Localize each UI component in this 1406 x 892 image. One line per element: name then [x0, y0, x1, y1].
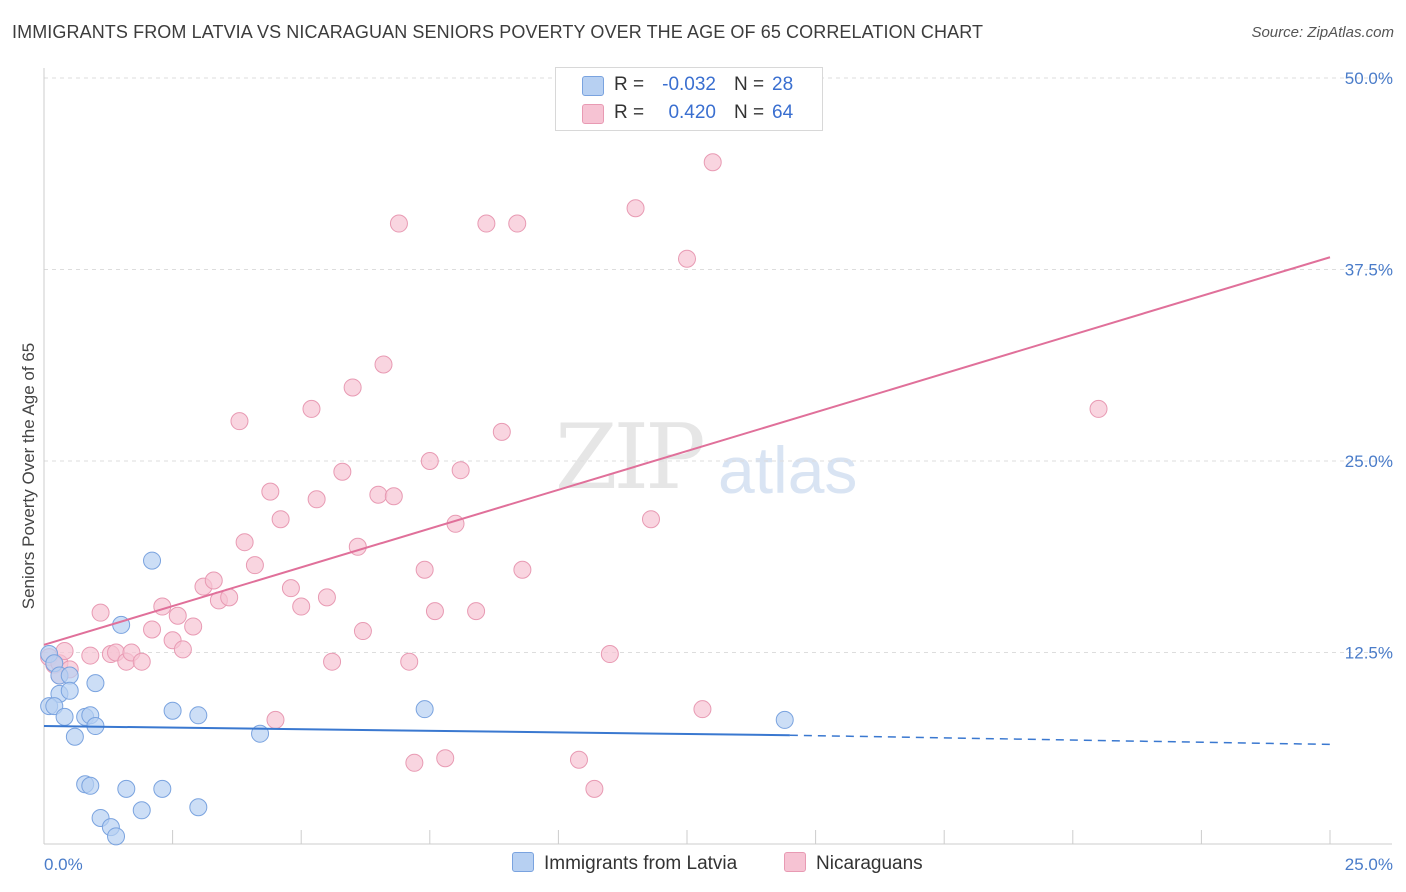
nicaraguan-point: [317, 588, 336, 607]
nicaraguan-point: [302, 399, 321, 418]
nicaraguan-point: [132, 652, 151, 671]
latvia-point: [60, 681, 79, 700]
y-tick-label: 50.0%: [1345, 69, 1393, 88]
nicaraguan-point: [641, 510, 660, 529]
legend-r-label: R =: [614, 74, 645, 95]
series-swatch-nicaraguans: [784, 852, 806, 872]
latvia-point: [132, 801, 151, 820]
legend-swatch-nicaraguans: [582, 104, 604, 124]
nicaraguan-point: [436, 749, 455, 768]
series-label-nicaraguans: Nicaraguans: [816, 853, 923, 874]
y-tick-label: 25.0%: [1345, 452, 1393, 471]
series-swatch-latvia: [512, 852, 534, 872]
nicaraguan-point: [81, 646, 100, 665]
nicaraguan-point: [513, 560, 532, 579]
latvia-point: [775, 710, 794, 729]
latvia-point: [189, 798, 208, 817]
y-axis-label: Seniors Poverty Over the Age of 65: [19, 343, 38, 609]
watermark-atlas: atlas: [718, 433, 858, 507]
nicaraguan-point: [400, 652, 419, 671]
nicaraguan-point: [353, 622, 372, 641]
nicaraguan-point: [569, 750, 588, 769]
latvia-point: [189, 706, 208, 725]
legend-swatch-latvia: [582, 76, 604, 96]
legend-row-nicaraguans: R = 0.420 N = 64: [556, 100, 822, 128]
latvia-trend-line: [43, 725, 790, 737]
nicaraguan-point: [600, 645, 619, 664]
nicaraguan-point: [168, 606, 187, 625]
nicaraguan-point: [343, 378, 362, 397]
series-label-latvia: Immigrants from Latvia: [544, 853, 738, 874]
source-label: Source: ZipAtlas.com: [1251, 24, 1394, 41]
series-legend-nicaraguans[interactable]: Nicaraguans: [784, 852, 923, 875]
latvia-point: [60, 666, 79, 685]
legend-n-label: N =: [734, 102, 765, 123]
x-tick-label: 25.0%: [1345, 855, 1393, 874]
nicaraguan-point: [626, 199, 645, 218]
nicaraguan-point: [245, 556, 264, 575]
nicaraguan-point: [323, 652, 342, 671]
latvia-point: [143, 551, 162, 570]
nicaraguan-point: [184, 617, 203, 636]
nicaraguan-point: [585, 779, 604, 798]
watermark-zip: ZIP: [555, 405, 706, 510]
stats-legend: R = -0.032 N = 28 R = 0.420 N = 64: [555, 67, 823, 131]
latvia-trend-extension: [789, 734, 1331, 746]
y-tick-label: 37.5%: [1345, 261, 1393, 280]
nicaraguan-point: [703, 153, 722, 172]
nicaraguan-point: [333, 462, 352, 481]
latvia-point: [86, 674, 105, 693]
nicaraguan-point: [266, 710, 285, 729]
nicaraguan-point: [389, 214, 408, 233]
latvia-point: [153, 779, 172, 798]
nicaraguan-point: [451, 461, 470, 480]
nicaraguan-point: [420, 452, 439, 470]
nicaraguan-point: [693, 700, 712, 719]
nicaraguan-point: [261, 482, 280, 501]
series-legend-latvia[interactable]: Immigrants from Latvia: [512, 852, 737, 875]
nicaraguan-point: [91, 603, 110, 622]
nicaraguan-point: [230, 412, 249, 431]
nicaraguan-point: [271, 510, 290, 529]
legend-r-value: -0.032: [662, 74, 716, 95]
nicaraguan-trend-line: [43, 256, 1331, 646]
nicaraguan-point: [425, 602, 444, 621]
legend-r-label: R =: [614, 102, 645, 123]
legend-row-latvia: R = -0.032 N = 28: [556, 72, 822, 100]
latvia-point: [65, 727, 84, 746]
nicaraguan-point: [405, 753, 424, 772]
nicaraguan-point: [1089, 399, 1108, 418]
latvia-point: [163, 701, 182, 720]
nicaraguan-point: [467, 602, 486, 621]
nicaraguan-point: [477, 214, 496, 233]
nicaraguan-point: [446, 514, 465, 533]
legend-n-value: 64: [772, 102, 794, 123]
nicaraguan-point: [307, 490, 326, 509]
nicaraguan-point: [292, 597, 311, 616]
latvia-point: [55, 707, 74, 726]
nicaraguan-point: [173, 640, 192, 659]
nicaraguan-point: [235, 533, 254, 552]
latvia-point: [415, 700, 434, 719]
nicaraguan-point: [384, 487, 403, 506]
nicaraguan-point: [678, 249, 696, 268]
nicaraguan-point: [508, 214, 527, 233]
nicaraguan-point: [281, 579, 300, 598]
nicaraguan-point: [369, 485, 388, 504]
latvia-point: [107, 827, 126, 846]
chart-title: IMMIGRANTS FROM LATVIA VS NICARAGUAN SEN…: [12, 22, 984, 42]
nicaraguan-point: [143, 620, 162, 639]
legend-n-label: N =: [734, 74, 765, 95]
nicaraguan-point: [415, 560, 434, 579]
latvia-point: [81, 776, 100, 795]
legend-r-value: 0.420: [668, 102, 716, 123]
latvia-point: [117, 779, 136, 798]
legend-n-value: 28: [772, 74, 794, 95]
y-tick-label: 12.5%: [1345, 644, 1393, 663]
x-tick-label: 0.0%: [44, 855, 83, 874]
nicaraguan-point: [374, 355, 393, 374]
nicaraguan-point: [492, 422, 511, 441]
nicaraguan-point: [204, 571, 223, 590]
